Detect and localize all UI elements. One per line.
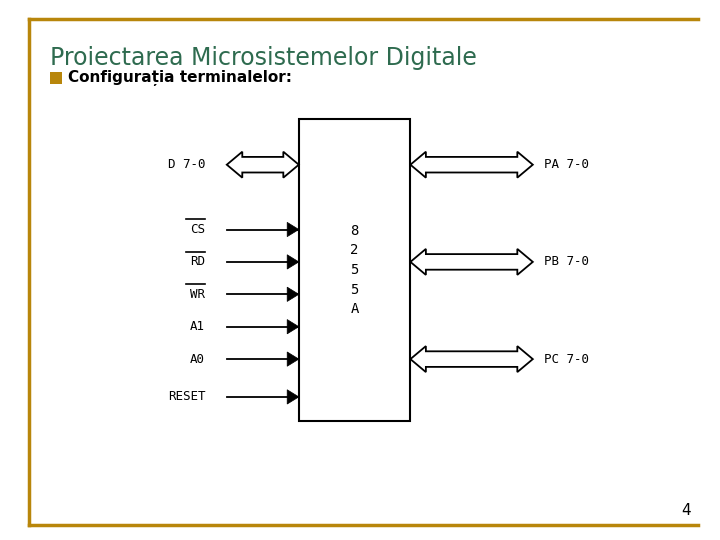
Text: A1: A1 [190, 320, 205, 333]
Text: RESET: RESET [168, 390, 205, 403]
Text: A0: A0 [190, 353, 205, 366]
Polygon shape [287, 222, 299, 237]
Text: PC 7-0: PC 7-0 [544, 353, 589, 366]
Text: PA 7-0: PA 7-0 [544, 158, 589, 171]
Text: Proiectarea Microsistemelor Digitale: Proiectarea Microsistemelor Digitale [50, 46, 477, 70]
Polygon shape [287, 390, 299, 404]
Text: RD: RD [190, 255, 205, 268]
Text: WR: WR [190, 288, 205, 301]
Polygon shape [410, 346, 533, 372]
Polygon shape [287, 255, 299, 269]
Bar [50, 72, 62, 84]
Text: D 7-0: D 7-0 [168, 158, 205, 171]
Polygon shape [287, 287, 299, 301]
Text: 8
2
5
5
A: 8 2 5 5 A [351, 224, 359, 316]
Text: CS: CS [190, 223, 205, 236]
Polygon shape [410, 249, 533, 275]
Polygon shape [410, 152, 533, 178]
Polygon shape [227, 152, 299, 178]
Polygon shape [287, 320, 299, 334]
Text: 4: 4 [682, 503, 691, 518]
Text: PB 7-0: PB 7-0 [544, 255, 589, 268]
Bar [299, 119, 410, 421]
Text: Configurația terminalelor:: Configurația terminalelor: [68, 70, 292, 86]
Polygon shape [287, 352, 299, 366]
